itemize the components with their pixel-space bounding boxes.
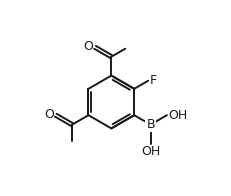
Text: F: F <box>149 74 156 86</box>
Text: O: O <box>83 40 93 53</box>
Text: OH: OH <box>140 145 159 158</box>
Text: O: O <box>44 108 54 121</box>
Text: OH: OH <box>168 109 187 122</box>
Text: B: B <box>146 118 154 131</box>
